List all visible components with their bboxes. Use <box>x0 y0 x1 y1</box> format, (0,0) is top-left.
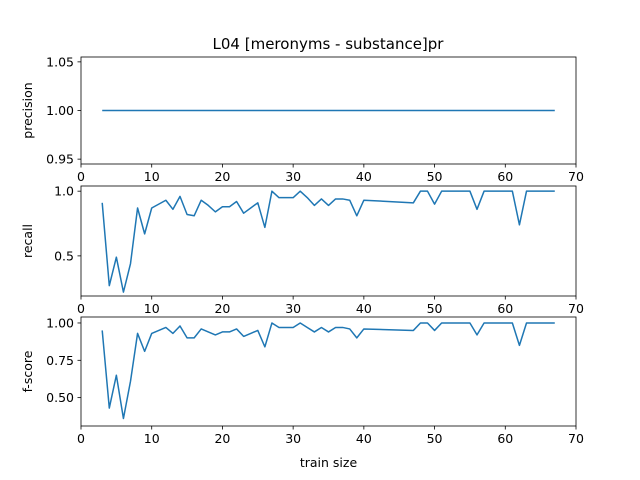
x-tick-label: 50 <box>427 301 443 316</box>
y-tick-label: 1.05 <box>46 54 74 69</box>
axes-frame <box>80 316 577 427</box>
y-tick-label: 0.75 <box>46 353 74 368</box>
x-tick-label: 20 <box>214 301 230 316</box>
x-tick-label: 60 <box>497 431 513 446</box>
x-tick-label: 10 <box>144 169 160 184</box>
x-tick-label: 70 <box>568 431 584 446</box>
subplot-recall: 0 10 20 30 40 50 60 70 0.5 1.0 recall <box>20 184 584 316</box>
x-tick-label: 0 <box>77 431 85 446</box>
chart-title: L04 [meronyms - substance]pr <box>213 35 445 53</box>
x-tick-label: 30 <box>285 431 301 446</box>
series-line-recall <box>101 190 555 293</box>
subplot-f-score: 0 10 20 30 40 50 60 70 0.50 0.75 1.00 f-score train … <box>20 315 584 470</box>
subplot-precision: 0 10 20 30 40 50 60 70 0.95 1.00 1.05 precision <box>20 54 584 184</box>
x-tick-label: 0 <box>77 169 85 184</box>
x-tick-label: 40 <box>356 169 372 184</box>
x-tick-label: 10 <box>144 431 160 446</box>
x-tick-label: 70 <box>568 169 584 184</box>
y-axis-label: recall <box>20 224 35 258</box>
x-tick-label: 50 <box>427 169 443 184</box>
axes-frame <box>80 185 577 297</box>
x-tick-label: 40 <box>356 431 372 446</box>
y-tick-label: 0.50 <box>46 390 74 405</box>
x-tick-label: 60 <box>497 301 513 316</box>
y-axis-label: f-score <box>20 350 35 392</box>
y-axis-label: precision <box>20 82 35 138</box>
x-tick-label: 30 <box>285 301 301 316</box>
y-tick-label: 1.00 <box>46 103 74 118</box>
x-tick-label: 50 <box>427 431 443 446</box>
x-tick-label: 20 <box>214 431 230 446</box>
x-tick-label: 10 <box>144 301 160 316</box>
x-tick-label: 20 <box>214 169 230 184</box>
x-tick-label: 40 <box>356 301 372 316</box>
x-tick-label: 70 <box>568 301 584 316</box>
x-axis-label: train size <box>300 455 358 470</box>
x-tick-label: 60 <box>497 169 513 184</box>
y-tick-label: 1.0 <box>54 184 74 199</box>
y-tick-label: 0.95 <box>46 152 74 167</box>
y-tick-label: 0.5 <box>54 248 74 263</box>
y-tick-label: 1.00 <box>46 315 74 330</box>
x-tick-label: 0 <box>77 301 85 316</box>
series-line-f-score <box>101 322 555 420</box>
x-tick-label: 30 <box>285 169 301 184</box>
